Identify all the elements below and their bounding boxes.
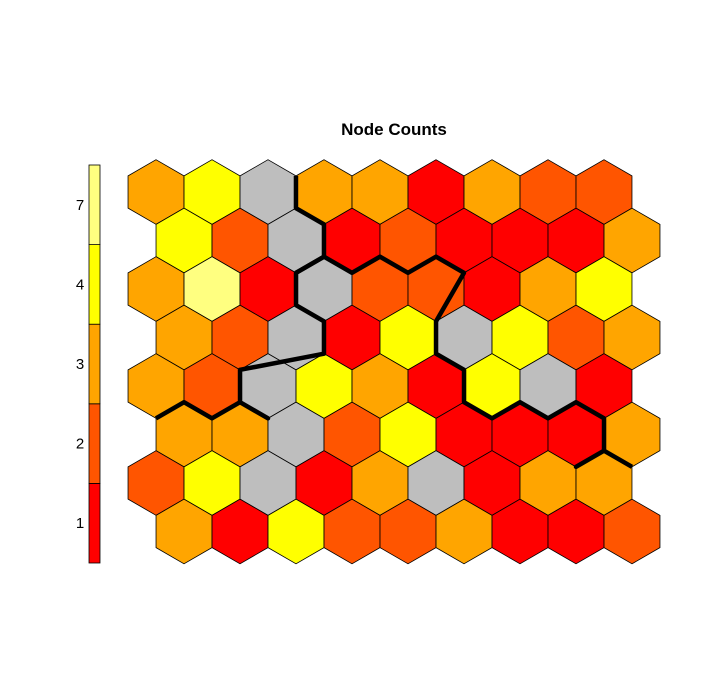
legend-swatch-4 [88,244,101,325]
legend-swatch-2 [88,403,101,484]
legend-swatch-3 [88,323,101,405]
cluster-boundary-1 [154,175,327,421]
legend-label: 7 [76,197,84,214]
hex-cell-r7-c8 [603,498,661,565]
legend-label: 1 [76,515,84,532]
hex-grid [127,159,661,565]
cluster-boundary-2 [294,254,634,470]
chart-title: Node Counts [341,120,447,139]
legend-swatch-1 [88,482,101,564]
cluster-boundaries [154,175,634,470]
legend-label: 3 [76,356,84,373]
legend-label: 4 [76,276,84,293]
legend-swatch-7 [88,164,101,245]
legend: 1 2 3 4 7 [76,164,101,564]
legend-label: 2 [76,436,84,453]
